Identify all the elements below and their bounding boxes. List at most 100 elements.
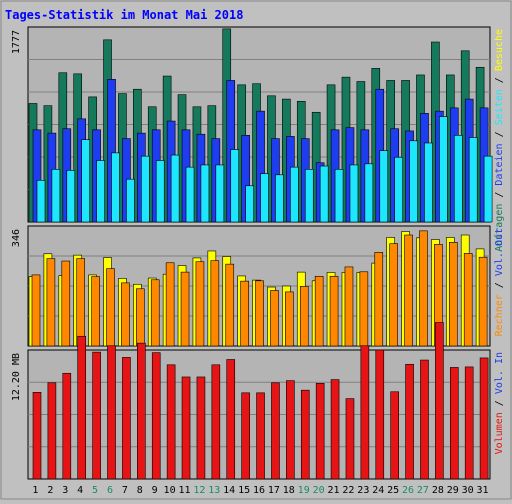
hits-y-max-label: 1777 xyxy=(11,30,22,54)
visits-bar-rechner xyxy=(344,266,354,347)
legend-entry: / xyxy=(494,125,505,143)
visits-bar-rechner xyxy=(270,290,279,347)
hits-bar-seiten xyxy=(36,180,46,223)
hits-series-legend: Anfragen / Dateien / Seiten / Besuche xyxy=(494,29,505,252)
legend-entry: Besuche xyxy=(494,29,505,71)
hits-bar-seiten xyxy=(200,164,210,223)
volume-bar-volumen xyxy=(137,342,146,480)
x-tick-label: 28 xyxy=(432,485,444,496)
volume-bar-volumen xyxy=(166,364,176,480)
x-tick-label: 23 xyxy=(357,485,369,496)
x-tick-label: 24 xyxy=(372,485,384,496)
x-tick-label: 12 xyxy=(193,485,205,496)
volume-bar-volumen xyxy=(181,376,191,480)
visits-bar-rechner xyxy=(150,279,160,347)
volume-bar-volumen xyxy=(464,366,474,480)
hits-bar-seiten xyxy=(319,165,329,223)
hits-bar-seiten xyxy=(51,169,61,223)
visits-bar-rechner xyxy=(225,263,235,347)
volume-y-max-label: 12.20 MB xyxy=(11,353,22,401)
chart-panels: 1777 Anfragen / Dateien / Seiten / Besuch… xyxy=(11,26,505,496)
hits-bar-seiten xyxy=(126,178,135,223)
hits-bar-seiten xyxy=(141,155,150,223)
visits-bar-rechner xyxy=(76,258,86,347)
x-tick-label: 20 xyxy=(313,485,325,496)
volume-bar-volumen xyxy=(345,398,355,480)
hits-bar-seiten xyxy=(155,160,165,223)
visits-bar-rechner xyxy=(61,260,71,347)
hits-bar-seiten xyxy=(170,154,180,223)
legend-entry: Anfragen xyxy=(494,204,505,252)
x-tick-label: 16 xyxy=(253,485,265,496)
volume-bar-volumen xyxy=(435,322,444,480)
visits-bar-rechner xyxy=(195,261,205,347)
x-tick-label: 22 xyxy=(342,485,354,496)
visits-bar-rechner xyxy=(255,280,264,347)
volume-bar-volumen xyxy=(390,391,399,480)
volume-bar-volumen xyxy=(375,349,385,480)
x-tick-label: 29 xyxy=(447,485,459,496)
hits-bar-seiten xyxy=(290,166,299,223)
visits-bar-rechner xyxy=(314,275,324,347)
legend-entry: Volumen xyxy=(494,412,505,454)
x-tick-label: 14 xyxy=(223,485,235,496)
visits-bar-rechner xyxy=(478,256,488,347)
volume-bar-volumen xyxy=(405,363,414,480)
volume-bar-volumen xyxy=(151,352,161,480)
x-tick-label: 18 xyxy=(283,485,295,496)
volume-bar-volumen xyxy=(271,382,280,480)
hits-bar-seiten xyxy=(304,169,314,223)
hits-bar-seiten xyxy=(349,164,359,223)
legend-entry: Vol. In xyxy=(494,352,505,394)
visits-bar-rechner xyxy=(91,276,100,347)
x-tick-label: 30 xyxy=(462,485,474,496)
hits-bar-seiten xyxy=(185,166,195,223)
hits-bar-seiten xyxy=(230,149,240,223)
volume-bar-volumen xyxy=(241,392,250,480)
hits-bar-seiten xyxy=(260,173,269,223)
visits-bar-rechner xyxy=(404,234,413,347)
volume-bar-volumen xyxy=(300,389,310,480)
x-tick-label: 7 xyxy=(122,485,128,496)
x-tick-label: 10 xyxy=(164,485,176,496)
hits-bar-seiten xyxy=(394,156,403,223)
legend-entry: / xyxy=(494,394,505,412)
x-tick-label: 3 xyxy=(62,485,68,496)
hits-bar-seiten xyxy=(409,140,418,223)
volume-bar-volumen xyxy=(256,392,265,480)
x-tick-label: 11 xyxy=(178,485,190,496)
volume-bar-volumen xyxy=(315,383,325,480)
x-tick-label: 6 xyxy=(107,485,113,496)
volume-bar-volumen xyxy=(420,359,429,480)
hits-bar-seiten xyxy=(96,160,105,223)
volume-bar-volumen xyxy=(196,376,206,480)
hits-bar-seiten xyxy=(275,174,284,223)
visits-y-max-label: 346 xyxy=(11,229,22,247)
visits-bar-rechner xyxy=(136,288,145,347)
volume-bar-volumen xyxy=(479,357,489,480)
x-tick-label: 13 xyxy=(208,485,220,496)
hits-bar-seiten xyxy=(111,152,120,223)
x-tick-label: 19 xyxy=(298,485,310,496)
volume-bar-volumen xyxy=(77,335,87,480)
visits-bar-rechner xyxy=(419,230,428,347)
hits-bar-seiten xyxy=(379,150,389,223)
visits-bar-rechner xyxy=(285,291,294,347)
x-tick-label: 27 xyxy=(417,485,429,496)
volume-bar-volumen xyxy=(226,359,236,480)
volume-bar-volumen xyxy=(360,345,370,480)
visits-bar-rechner xyxy=(180,271,190,347)
chart-title: Tages-Statistik im Monat Mai 2018 xyxy=(5,8,243,22)
x-tick-label: 26 xyxy=(402,485,414,496)
x-tick-label: 2 xyxy=(47,485,53,496)
volume-bar-volumen xyxy=(47,382,57,480)
volume-bar-volumen xyxy=(62,372,72,480)
hits-bar-seiten xyxy=(66,170,76,223)
visits-bar-rechner xyxy=(448,242,458,347)
visits-bar-rechner xyxy=(46,258,56,347)
visits-bar-rechner xyxy=(106,268,115,347)
volume-series-legend: Volumen / Vol. In xyxy=(494,352,505,454)
x-tick-label: 17 xyxy=(268,485,280,496)
hits-bar-seiten xyxy=(424,142,433,223)
